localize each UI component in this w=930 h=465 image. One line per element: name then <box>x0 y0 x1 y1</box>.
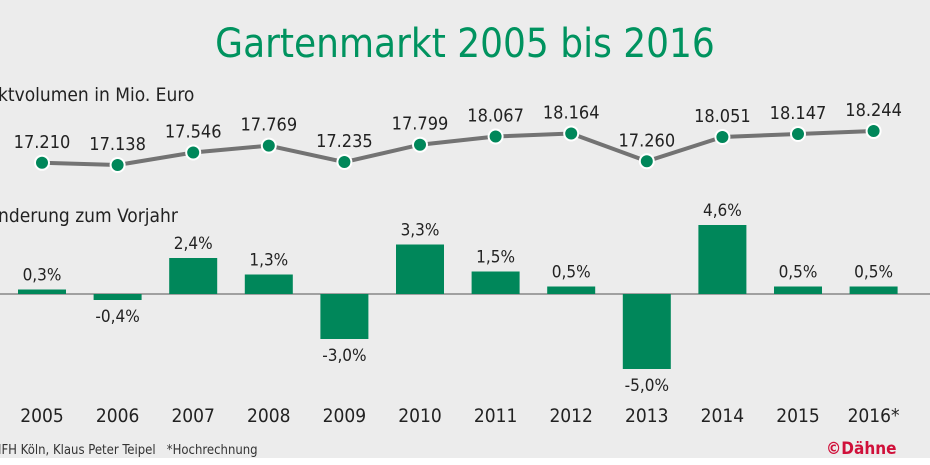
bar-value-label: 1,5% <box>476 248 515 268</box>
bar <box>93 294 142 300</box>
line-value-label: 17.260 <box>618 130 675 151</box>
bar <box>547 286 596 294</box>
bar-value-label: -0,4% <box>95 307 139 327</box>
line-value-label: 18.051 <box>694 106 751 127</box>
x-tick-label: 2008 <box>247 405 291 427</box>
bar-value-label: 0,5% <box>779 263 818 283</box>
line-value-label: 18.244 <box>845 100 902 121</box>
bar-value-label: 2,4% <box>174 234 213 254</box>
line-point <box>34 154 50 171</box>
bar <box>774 286 822 294</box>
line-point <box>336 154 353 171</box>
source-note: IFH Köln, Klaus Peter Teipel *Hochrechnu… <box>0 443 258 458</box>
bar <box>849 286 898 294</box>
line-point <box>790 126 806 143</box>
line-point <box>260 137 277 154</box>
x-tick-label: 2012 <box>549 405 593 427</box>
line-point <box>638 153 655 170</box>
line-subtitle: ktvolumen in Mio. Euro <box>0 84 194 106</box>
line-value-label: 17.769 <box>240 115 297 136</box>
line-point <box>865 123 882 140</box>
bar-subtitle: nderung zum Vorjahr <box>0 205 179 227</box>
line-value-label: 17.799 <box>392 114 449 135</box>
line-value-label: 17.546 <box>165 121 222 142</box>
bar <box>244 274 293 294</box>
x-tick-label: 2011 <box>474 405 518 427</box>
bar <box>169 258 218 294</box>
line-value-label: 17.235 <box>316 131 373 152</box>
x-tick-label: 2006 <box>96 405 140 427</box>
line-point <box>714 128 731 145</box>
bottom-strip <box>0 458 930 465</box>
bar-value-label: 0,5% <box>854 263 893 283</box>
bar-value-label: 0,3% <box>23 266 62 286</box>
x-tick-label: 2015 <box>776 405 820 427</box>
bar <box>471 271 520 294</box>
bar-value-label: -3,0% <box>322 346 366 366</box>
series-line <box>41 129 874 168</box>
bar-value-label: 4,6% <box>703 201 742 221</box>
bar-value-label: 0,5% <box>552 263 591 283</box>
x-tick-label: 2010 <box>398 405 442 427</box>
bar <box>320 294 369 339</box>
bar <box>698 225 747 294</box>
line-value-label: 18.164 <box>543 103 600 124</box>
x-tick-label: 2016* <box>848 405 900 427</box>
x-tick-label: 2013 <box>625 405 669 427</box>
line-value-label: 17.210 <box>14 132 71 153</box>
bar-value-label: 3,3% <box>401 221 440 241</box>
bar-value-label: -5,0% <box>625 376 669 396</box>
chart-title: Gartenmarkt 2005 bis 2016 <box>215 21 715 67</box>
line-point <box>487 128 504 145</box>
line-value-label: 18.147 <box>770 103 827 124</box>
bar-value-label: 1,3% <box>249 251 288 271</box>
line-value-label: 17.138 <box>89 134 146 155</box>
bar <box>622 294 671 369</box>
line-point <box>563 125 580 142</box>
line-point <box>109 157 126 173</box>
x-tick-label: 2014 <box>701 405 745 427</box>
bar <box>396 244 444 294</box>
line-point <box>185 144 202 161</box>
line-point <box>412 136 428 153</box>
bar <box>18 289 66 294</box>
x-tick-label: 2005 <box>20 405 64 427</box>
line-value-label: 18.067 <box>467 105 524 126</box>
copyright-logo: ©Dähne <box>826 439 896 459</box>
x-tick-label: 2007 <box>171 405 215 427</box>
x-tick-label: 2009 <box>323 405 367 427</box>
